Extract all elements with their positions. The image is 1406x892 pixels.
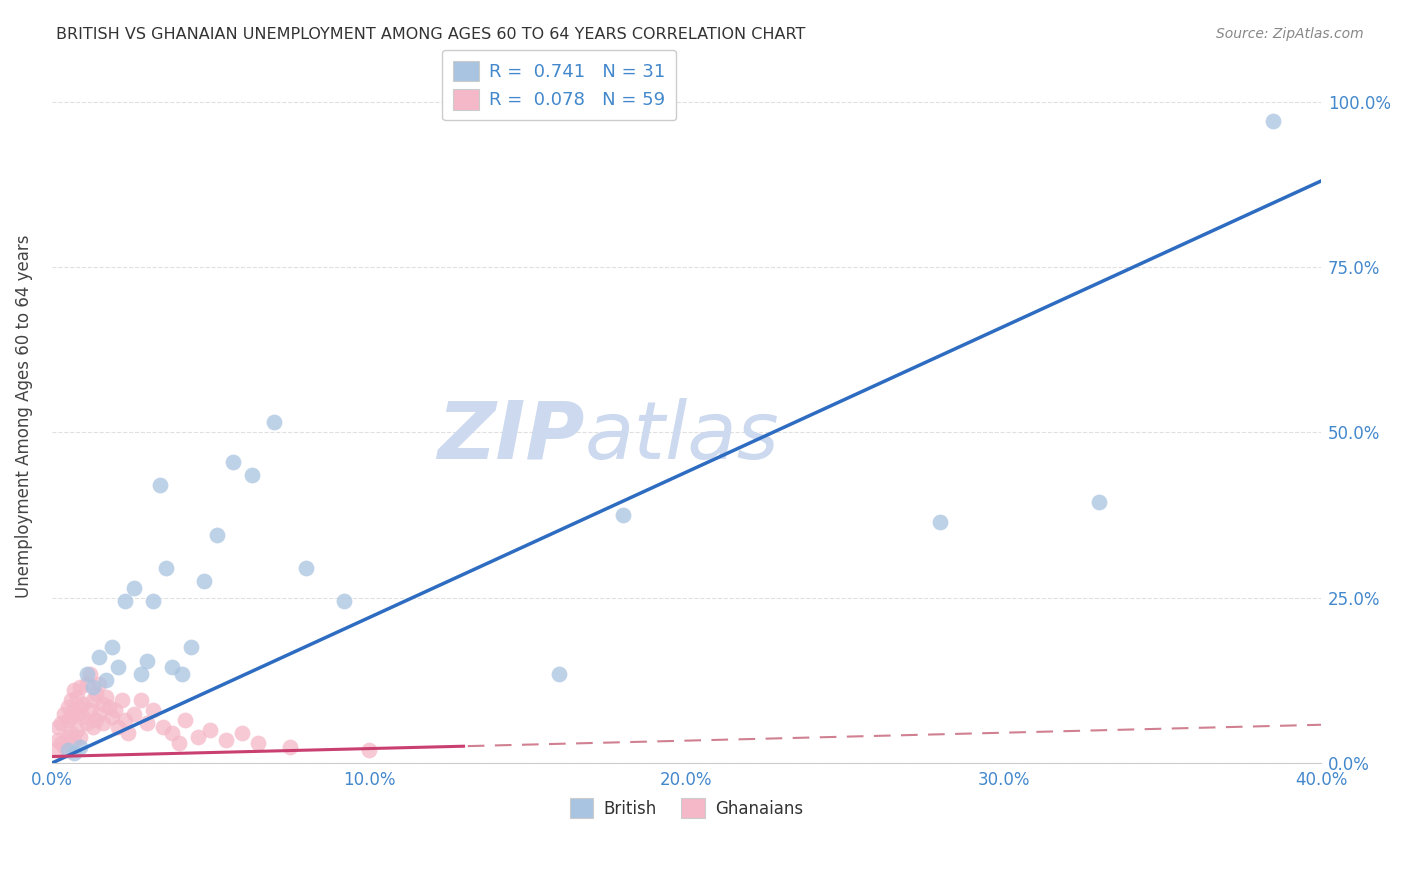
Point <box>1088 495 1111 509</box>
Point <box>200 723 222 737</box>
Text: Source: ZipAtlas.com: Source: ZipAtlas.com <box>1216 27 1364 41</box>
Point <box>66 706 89 721</box>
Point <box>56 743 79 757</box>
Point <box>247 736 270 750</box>
Point <box>215 733 238 747</box>
Point <box>114 594 136 608</box>
Point <box>89 677 111 691</box>
Point <box>56 699 79 714</box>
Point <box>294 561 316 575</box>
Point <box>91 697 114 711</box>
Point <box>929 515 952 529</box>
Point <box>94 673 117 688</box>
Point <box>170 666 193 681</box>
Point <box>63 733 86 747</box>
Point <box>359 743 381 757</box>
Point <box>101 640 124 655</box>
Point <box>152 720 174 734</box>
Point <box>104 703 127 717</box>
Point <box>53 739 76 754</box>
Point <box>76 666 98 681</box>
Point <box>114 713 136 727</box>
Point <box>180 640 202 655</box>
Point <box>129 693 152 707</box>
Point <box>263 416 285 430</box>
Point <box>193 574 215 589</box>
Point <box>142 594 165 608</box>
Point <box>66 690 89 704</box>
Point <box>167 736 190 750</box>
Point <box>72 697 94 711</box>
Point <box>84 713 107 727</box>
Point <box>53 706 76 721</box>
Point <box>162 660 184 674</box>
Text: atlas: atlas <box>585 398 779 475</box>
Point <box>205 528 228 542</box>
Point <box>122 706 145 721</box>
Point <box>82 693 104 707</box>
Point <box>79 703 101 717</box>
Point <box>107 660 129 674</box>
Point <box>548 666 571 681</box>
Point <box>69 680 91 694</box>
Point <box>59 710 82 724</box>
Point <box>76 677 98 691</box>
Point <box>107 720 129 734</box>
Point <box>162 726 184 740</box>
Point <box>63 683 86 698</box>
Point <box>51 716 73 731</box>
Point <box>69 739 91 754</box>
Point <box>129 666 152 681</box>
Point <box>56 713 79 727</box>
Point <box>76 716 98 731</box>
Point <box>240 468 263 483</box>
Point <box>56 730 79 744</box>
Point <box>97 699 120 714</box>
Point <box>149 478 172 492</box>
Point <box>46 720 69 734</box>
Point <box>155 561 177 575</box>
Point <box>44 743 66 757</box>
Point <box>122 581 145 595</box>
Point <box>187 730 209 744</box>
Point <box>79 666 101 681</box>
Point <box>82 680 104 694</box>
Point <box>72 710 94 724</box>
Point <box>94 690 117 704</box>
Point <box>117 726 139 740</box>
Point <box>66 723 89 737</box>
Point <box>1263 114 1285 128</box>
Point <box>136 654 159 668</box>
Text: ZIP: ZIP <box>437 398 585 475</box>
Point <box>231 726 253 740</box>
Point <box>63 703 86 717</box>
Point <box>174 713 197 727</box>
Point <box>69 699 91 714</box>
Point <box>59 726 82 740</box>
Point <box>332 594 354 608</box>
Point <box>278 739 301 754</box>
Point <box>91 716 114 731</box>
Point <box>82 720 104 734</box>
Point <box>51 736 73 750</box>
Point <box>612 508 634 522</box>
Point <box>46 733 69 747</box>
Text: BRITISH VS GHANAIAN UNEMPLOYMENT AMONG AGES 60 TO 64 YEARS CORRELATION CHART: BRITISH VS GHANAIAN UNEMPLOYMENT AMONG A… <box>56 27 806 42</box>
Point <box>142 703 165 717</box>
Point <box>69 730 91 744</box>
Point <box>84 687 107 701</box>
Legend: British, Ghanaians: British, Ghanaians <box>564 792 810 824</box>
Point <box>136 716 159 731</box>
Point <box>101 710 124 724</box>
Point <box>89 706 111 721</box>
Point <box>59 693 82 707</box>
Point <box>221 455 243 469</box>
Point <box>89 650 111 665</box>
Point <box>110 693 132 707</box>
Y-axis label: Unemployment Among Ages 60 to 64 years: Unemployment Among Ages 60 to 64 years <box>15 234 32 598</box>
Point <box>63 746 86 760</box>
